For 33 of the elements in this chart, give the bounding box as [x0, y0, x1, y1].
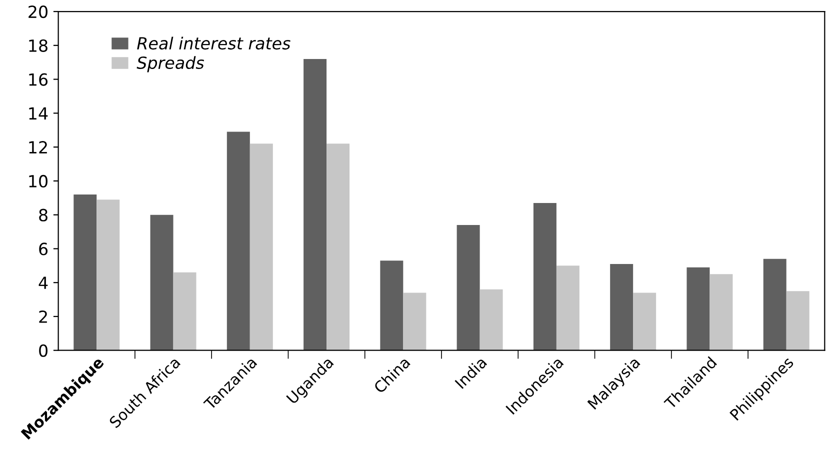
legend-label: Real interest rates [137, 36, 290, 50]
bar [403, 292, 426, 350]
y-tick-label: 12 [29, 141, 47, 154]
bar [96, 200, 120, 350]
bar [480, 289, 503, 350]
bar [326, 144, 350, 350]
y-tick-label: 20 [28, 5, 48, 18]
y-tick-label: 0 [39, 344, 48, 357]
bar [633, 292, 656, 350]
y-tick-label: 10 [29, 174, 48, 188]
bar [456, 224, 480, 350]
y-tick-label: 8 [39, 208, 48, 222]
bar [173, 272, 196, 350]
y-tick-label: 18 [29, 39, 48, 52]
bar [710, 274, 733, 350]
bar [380, 260, 404, 350]
legend-label: Spreads [136, 56, 204, 72]
bar [304, 58, 327, 350]
y-tick-label: 4 [38, 276, 48, 289]
y-tick-label: 16 [29, 73, 48, 86]
y-tick-label: 14 [29, 107, 48, 120]
bar [786, 291, 810, 350]
bar [150, 214, 174, 350]
bar [226, 132, 250, 350]
bar [74, 194, 97, 350]
y-tick-label: 2 [39, 310, 47, 323]
bar [686, 267, 710, 350]
bar [763, 258, 786, 350]
bar [610, 264, 634, 350]
bar [556, 266, 580, 350]
bar [533, 202, 556, 350]
y-tick-label: 6 [39, 242, 48, 256]
bar [250, 144, 273, 350]
